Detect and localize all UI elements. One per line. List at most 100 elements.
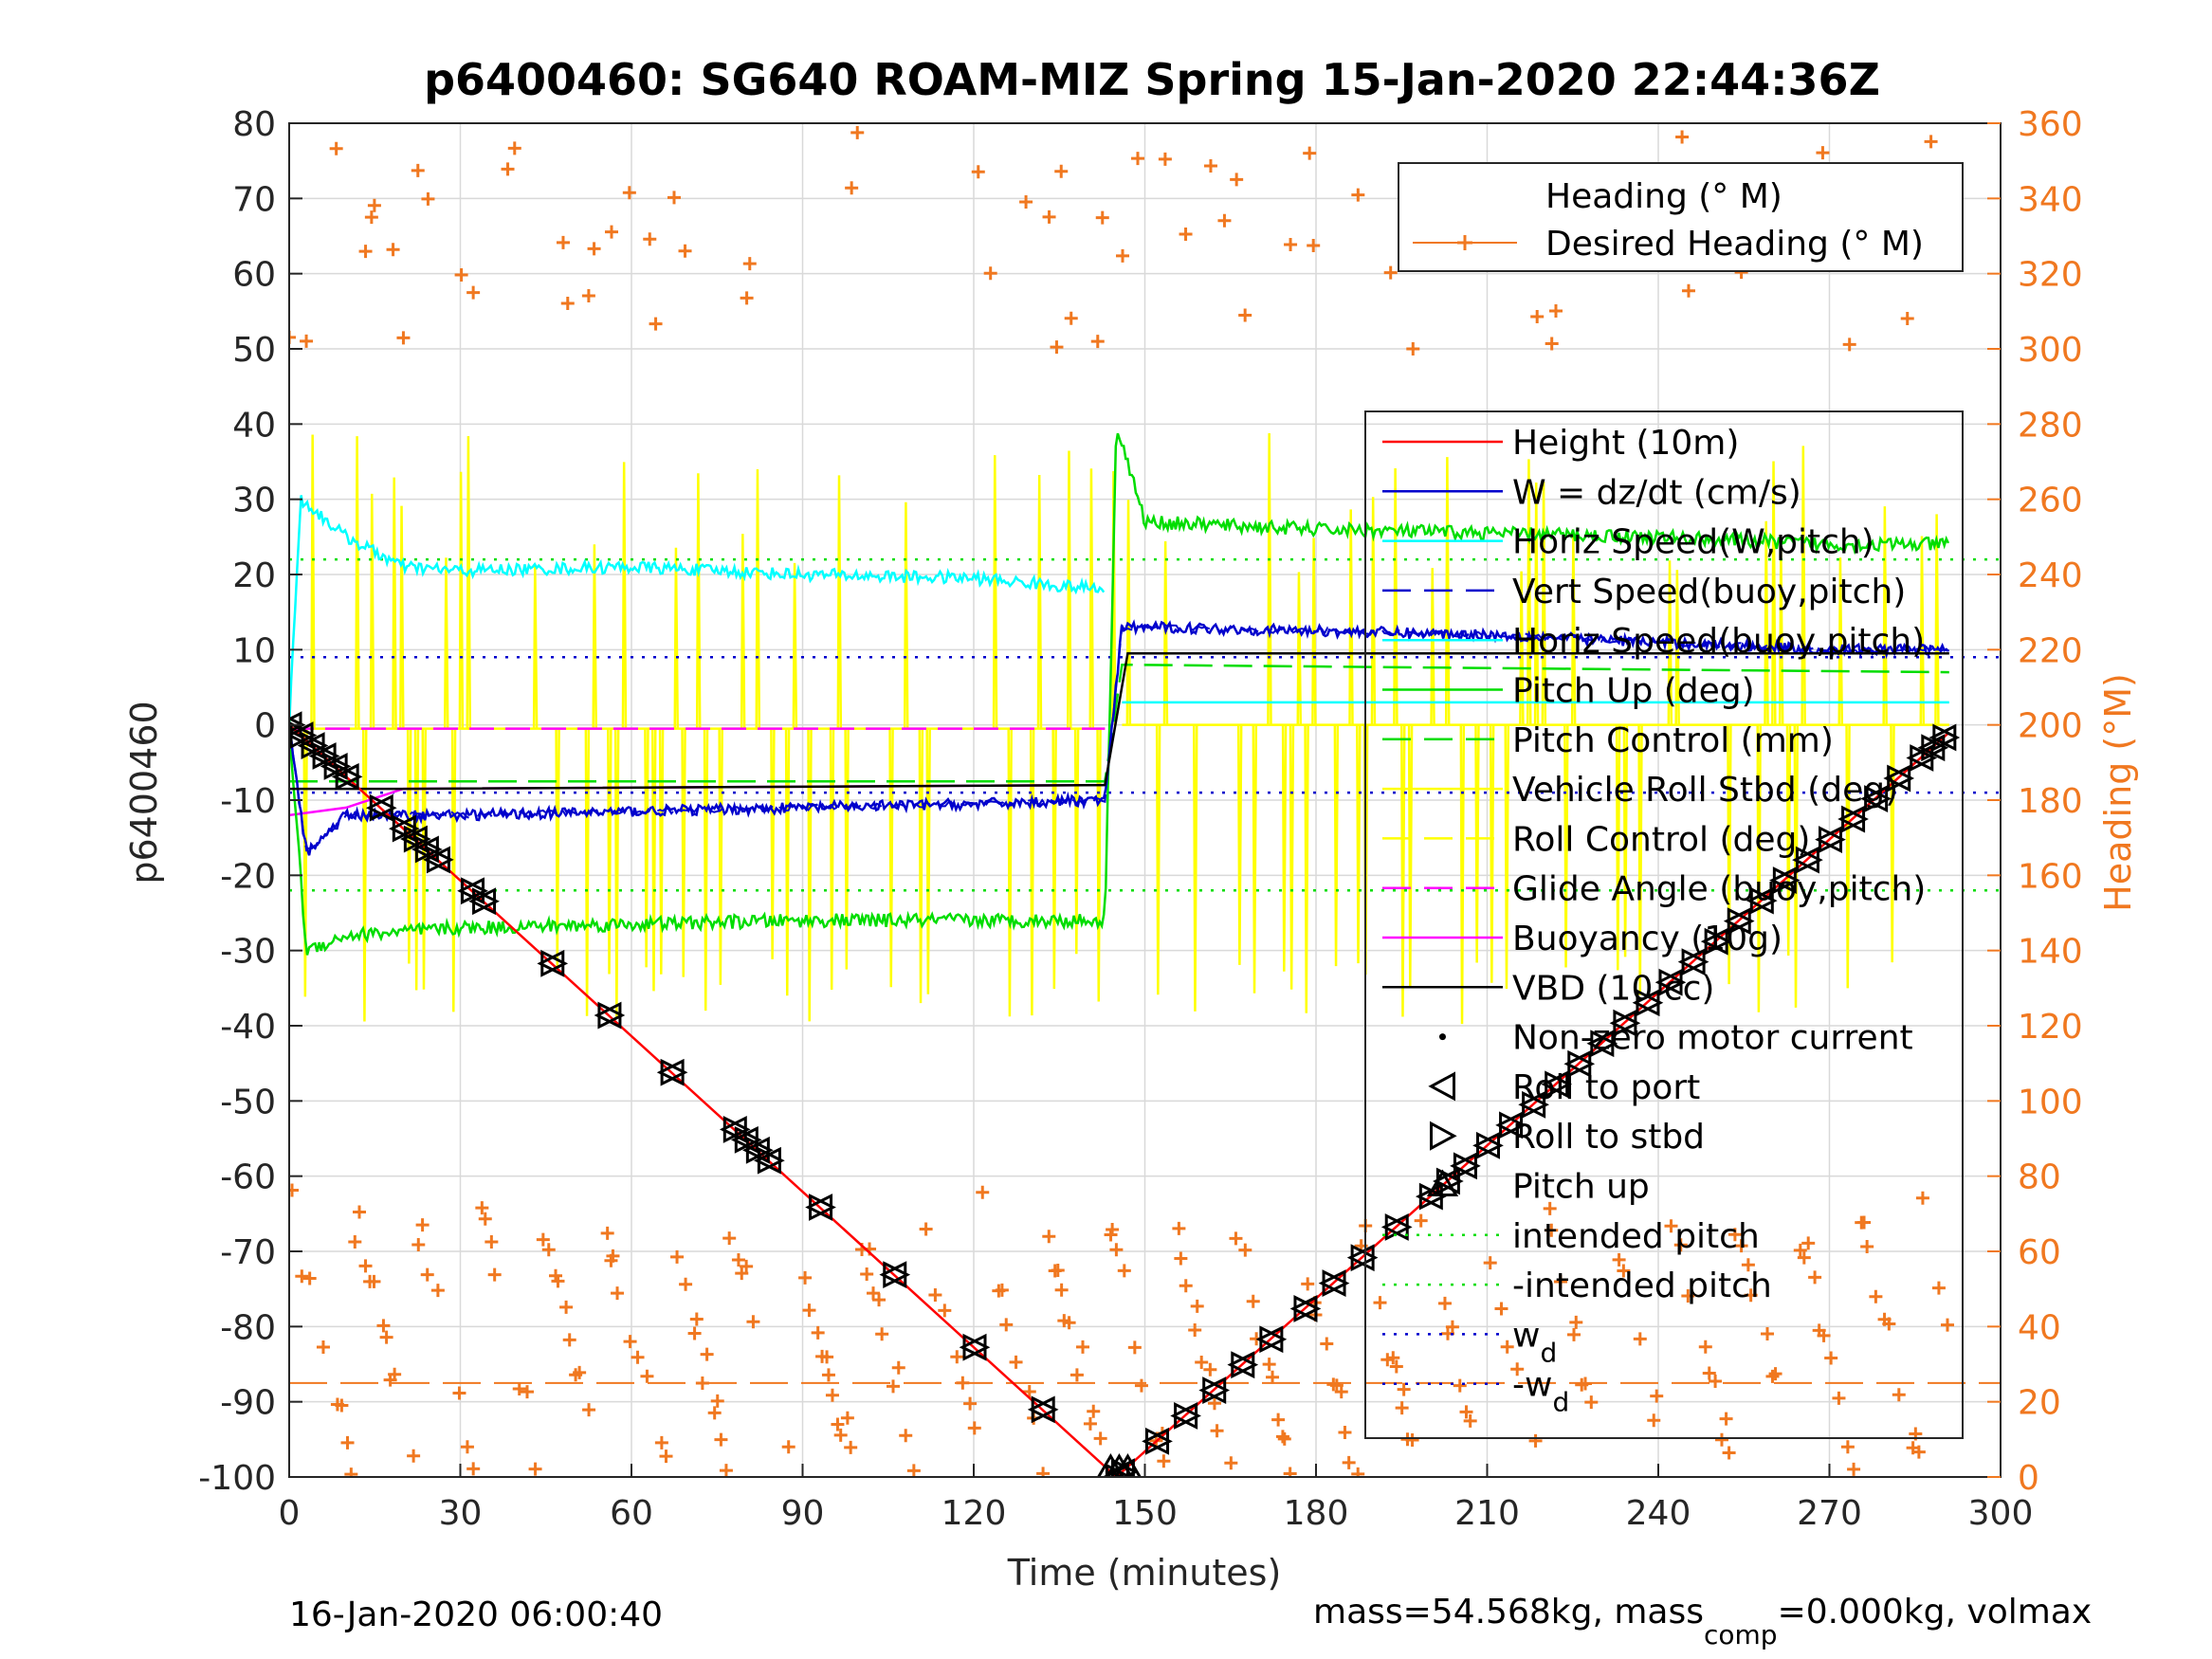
heading-marker	[573, 1365, 587, 1379]
heading-marker	[844, 1440, 858, 1454]
y2-tick-label: 240	[2018, 556, 2083, 595]
roll-stbd-marker	[369, 793, 397, 822]
y-tick-label: 70	[232, 180, 276, 219]
heading-marker	[1824, 1351, 1838, 1365]
height-line	[289, 723, 1950, 1477]
pitch-up-marker	[1113, 1453, 1143, 1477]
roll-spike	[992, 455, 998, 729]
x-tick-label: 270	[1797, 1494, 1862, 1533]
roll-spike	[1236, 724, 1243, 965]
roll-stbd-marker	[757, 1146, 785, 1175]
heading-marker	[1210, 1424, 1224, 1438]
heading-marker	[1134, 1378, 1148, 1393]
heading-marker	[1549, 304, 1563, 319]
heading-marker	[1500, 1340, 1514, 1354]
y-tick-label: -20	[220, 857, 276, 896]
y-tick-label: 10	[232, 631, 276, 670]
heading-marker	[820, 1350, 834, 1364]
heading-marker	[1158, 152, 1172, 166]
x-tick-label: 90	[781, 1494, 825, 1533]
x-tick-label: 300	[1968, 1494, 2034, 1533]
x-tick-label: 210	[1454, 1494, 1520, 1533]
roll-spike	[355, 436, 360, 729]
legend-main-label: intended pitch	[1512, 1217, 1760, 1256]
heading-marker	[1664, 1219, 1678, 1233]
y2-tick-label: 100	[2018, 1083, 2083, 1121]
roll-spike	[621, 462, 628, 729]
heading-marker	[1051, 1264, 1065, 1277]
heading-marker	[1334, 1385, 1348, 1399]
legend-main-label: Buoyancy (10g)	[1512, 920, 1782, 958]
roll-spike	[1801, 446, 1806, 725]
roll-stbd-marker	[426, 846, 454, 874]
y-tick-label: 0	[254, 707, 276, 746]
roll-stbd-marker	[1384, 1212, 1413, 1241]
heading-marker	[329, 141, 343, 155]
roll-spike	[444, 557, 449, 729]
roll-stbd-marker	[1322, 1269, 1350, 1298]
heading-marker	[1847, 1462, 1861, 1476]
heading-marker	[811, 1325, 825, 1340]
roll-stbd-marker	[1590, 1030, 1618, 1058]
heading-marker	[411, 1237, 426, 1251]
heading-marker	[1406, 341, 1420, 356]
heading-marker	[1543, 1201, 1557, 1215]
heading-marker	[1127, 1340, 1142, 1355]
y-tick-label: 30	[232, 482, 276, 520]
heading-marker	[887, 1379, 901, 1394]
heading-marker	[1303, 146, 1317, 160]
footer-mass-sub: comp	[1704, 1619, 1778, 1650]
heading-marker	[536, 1232, 550, 1247]
heading-marker	[1338, 1426, 1352, 1440]
heading-marker	[1130, 152, 1144, 166]
heading-marker	[850, 125, 865, 139]
roll-spike	[1088, 468, 1094, 729]
heading-marker	[1266, 1370, 1280, 1384]
heading-marker	[654, 1435, 668, 1449]
roll-spike	[399, 505, 405, 729]
roll-spike	[1474, 724, 1480, 963]
heading-marker	[487, 1267, 502, 1282]
heading-marker	[687, 1326, 702, 1340]
legend-main-label: -intended pitch	[1512, 1267, 1772, 1305]
roll-spike	[1252, 724, 1258, 994]
legend-dot	[1439, 1033, 1446, 1041]
heading-marker	[1083, 1416, 1097, 1431]
heading-marker	[1761, 1326, 1775, 1340]
heading-marker	[407, 1449, 421, 1463]
roll-spike	[844, 728, 850, 970]
horiz-speed-line	[289, 495, 1106, 730]
heading-marker	[430, 1284, 445, 1298]
roll-spike	[1882, 506, 1888, 725]
roll-spike	[1793, 724, 1800, 1008]
legend-main-label: Roll Control (deg)	[1512, 820, 1810, 859]
heading-marker	[983, 266, 997, 281]
heading-marker	[1900, 312, 1914, 326]
roll-stbd-marker	[1819, 826, 1846, 853]
y2-tick-label: 260	[2018, 482, 2083, 520]
heading-marker	[1351, 188, 1365, 202]
heading-marker	[1832, 1391, 1846, 1405]
roll-spike	[1162, 541, 1169, 725]
series-group	[289, 125, 2001, 1477]
heading-marker	[484, 1234, 499, 1249]
heading-marker	[1090, 335, 1105, 349]
heading-marker	[1179, 1279, 1193, 1293]
y2-tick-label: 20	[2018, 1384, 2061, 1423]
heading-marker	[1230, 173, 1244, 187]
y-tick-label: 60	[232, 256, 276, 295]
heading-marker	[1744, 1288, 1758, 1303]
heading-marker	[825, 1388, 839, 1402]
heading-marker	[1203, 1362, 1217, 1376]
heading-marker	[1768, 1367, 1782, 1381]
x-tick-label: 180	[1284, 1494, 1349, 1533]
heading-marker	[623, 1335, 637, 1349]
heading-marker	[821, 1368, 835, 1382]
roll-spike	[673, 547, 679, 729]
heading-marker	[649, 317, 663, 331]
roll-spike	[888, 728, 894, 988]
roll-spike	[1393, 467, 1398, 725]
heading-marker	[559, 1300, 574, 1314]
roll-spike	[1348, 509, 1354, 725]
y2-tick-label: 60	[2018, 1233, 2061, 1272]
